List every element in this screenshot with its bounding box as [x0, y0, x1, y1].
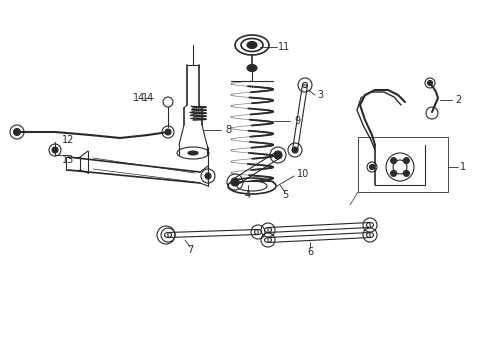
Text: 10: 10 — [297, 169, 309, 179]
Text: 3: 3 — [317, 90, 323, 100]
Text: 8: 8 — [225, 125, 231, 135]
Text: 5: 5 — [282, 190, 288, 200]
Text: 14—: 14— — [133, 93, 155, 103]
Text: 13: 13 — [62, 155, 74, 165]
Circle shape — [391, 158, 396, 164]
Circle shape — [52, 147, 58, 153]
Ellipse shape — [188, 151, 198, 155]
Ellipse shape — [247, 41, 257, 49]
Text: 6: 6 — [307, 247, 313, 257]
Text: 2: 2 — [455, 95, 461, 105]
Ellipse shape — [247, 64, 257, 72]
Circle shape — [292, 147, 298, 153]
Circle shape — [14, 129, 21, 135]
Circle shape — [165, 129, 171, 135]
Circle shape — [427, 81, 433, 86]
Text: 14: 14 — [142, 93, 154, 103]
Bar — [358, 137, 448, 192]
Circle shape — [369, 165, 374, 170]
Text: 1: 1 — [460, 162, 466, 172]
Circle shape — [391, 170, 396, 176]
Circle shape — [231, 178, 239, 186]
Text: 11: 11 — [278, 42, 290, 52]
Circle shape — [403, 158, 409, 164]
Text: 9: 9 — [294, 116, 300, 126]
Circle shape — [274, 151, 282, 159]
Text: 7: 7 — [187, 245, 193, 255]
Circle shape — [403, 170, 409, 176]
Text: 4: 4 — [245, 190, 251, 200]
Text: 12: 12 — [62, 135, 74, 145]
Circle shape — [205, 173, 211, 179]
